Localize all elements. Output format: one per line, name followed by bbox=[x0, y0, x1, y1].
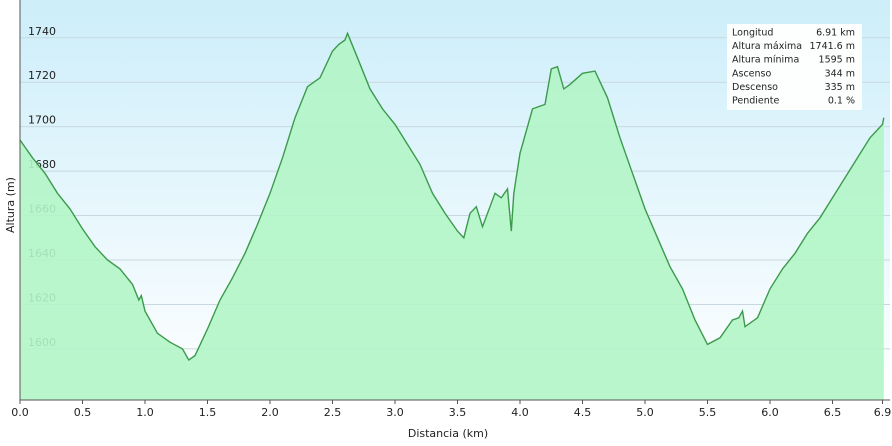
x-tick-label: 0.0 bbox=[11, 406, 29, 419]
stat-value: 0.1 % bbox=[828, 96, 855, 107]
x-axis-label: Distancia (km) bbox=[408, 427, 488, 440]
y-tick-label: 1740 bbox=[28, 25, 56, 38]
y-axis-label: Altura (m) bbox=[4, 177, 17, 233]
stat-value: 344 m bbox=[825, 68, 855, 79]
stat-label: Ascenso bbox=[732, 68, 771, 79]
x-tick-label: 5.5 bbox=[699, 406, 717, 419]
x-tick-label: 6.5 bbox=[824, 406, 842, 419]
x-tick-label: 0.5 bbox=[74, 406, 92, 419]
x-tick-label: 4.5 bbox=[574, 406, 592, 419]
stat-label: Pendiente bbox=[732, 96, 780, 107]
y-tick-label: 1720 bbox=[28, 69, 56, 82]
x-tick-label: 1.0 bbox=[136, 406, 154, 419]
x-tick-label: 5.0 bbox=[636, 406, 654, 419]
stat-label: Altura máxima bbox=[732, 41, 802, 52]
x-tick-label: 1.5 bbox=[199, 406, 217, 419]
stat-value: 6.91 km bbox=[816, 28, 855, 39]
y-tick-label: 1700 bbox=[28, 114, 56, 127]
stat-label: Descenso bbox=[732, 82, 778, 93]
stats-box: Longitud 6.91 km Altura máxima 1741.6 m Altu… bbox=[727, 24, 862, 110]
elevation-line bbox=[19, 31, 885, 362]
stat-label: Altura mínima bbox=[732, 55, 799, 66]
stat-value: 335 m bbox=[825, 82, 855, 93]
elevation-area bbox=[20, 33, 884, 401]
stat-value: 1741.6 m bbox=[809, 41, 855, 52]
x-tick-label: 3.5 bbox=[449, 406, 467, 419]
x-tick-label: 2.0 bbox=[261, 406, 279, 419]
x-tick-label: 6.9 bbox=[874, 406, 892, 419]
stat-value: 1595 m bbox=[819, 55, 855, 66]
stats-background bbox=[727, 24, 862, 110]
x-tick-label: 2.5 bbox=[324, 406, 342, 419]
x-tick-label: 3.0 bbox=[386, 406, 404, 419]
x-tick-label: 6.0 bbox=[761, 406, 779, 419]
x-tick-label: 4.0 bbox=[511, 406, 529, 419]
stat-label: Longitud bbox=[732, 28, 773, 39]
